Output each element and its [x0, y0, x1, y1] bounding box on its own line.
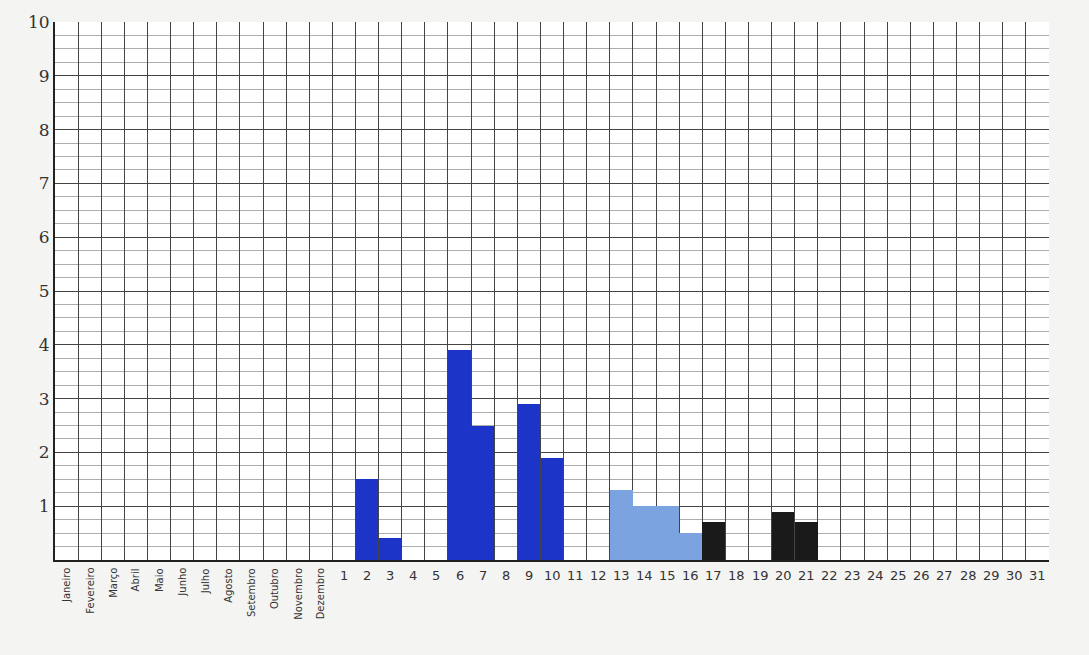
svg-text:Outubro: Outubro: [269, 568, 280, 609]
svg-text:15: 15: [659, 568, 676, 583]
svg-text:11: 11: [567, 568, 584, 583]
svg-text:6: 6: [456, 568, 464, 583]
svg-text:Janeiro: Janeiro: [61, 568, 72, 603]
svg-text:8: 8: [39, 120, 50, 140]
svg-text:5: 5: [39, 281, 50, 301]
svg-text:9: 9: [39, 66, 50, 86]
svg-text:Fevereiro: Fevereiro: [85, 567, 96, 613]
svg-text:26: 26: [913, 568, 930, 583]
svg-text:19: 19: [752, 568, 769, 583]
svg-text:1: 1: [39, 496, 50, 516]
svg-text:1: 1: [340, 568, 348, 583]
svg-text:Março: Março: [108, 568, 119, 598]
svg-text:Maio: Maio: [154, 568, 165, 592]
svg-text:8: 8: [502, 568, 510, 583]
svg-text:14: 14: [636, 568, 653, 583]
svg-text:10: 10: [28, 12, 50, 32]
svg-text:23: 23: [844, 568, 861, 583]
svg-text:22: 22: [821, 568, 838, 583]
svg-text:31: 31: [1029, 568, 1046, 583]
svg-text:5: 5: [432, 568, 440, 583]
svg-text:27: 27: [936, 568, 953, 583]
svg-text:4: 4: [409, 568, 417, 583]
svg-text:29: 29: [983, 568, 1000, 583]
svg-text:Junho: Junho: [177, 568, 188, 597]
svg-text:7: 7: [479, 568, 487, 583]
svg-text:9: 9: [525, 568, 533, 583]
svg-text:Julho: Julho: [200, 569, 211, 595]
svg-text:25: 25: [890, 568, 907, 583]
svg-text:30: 30: [1006, 568, 1023, 583]
svg-text:7: 7: [39, 173, 50, 193]
svg-text:Abril: Abril: [130, 569, 141, 592]
svg-text:Dezembro: Dezembro: [315, 568, 326, 619]
svg-text:3: 3: [39, 389, 50, 409]
svg-text:28: 28: [960, 568, 977, 583]
svg-text:4: 4: [39, 335, 50, 355]
svg-text:3: 3: [386, 568, 394, 583]
svg-text:17: 17: [705, 568, 722, 583]
svg-text:21: 21: [798, 568, 815, 583]
svg-text:Novembro: Novembro: [293, 568, 304, 620]
svg-text:Setembro: Setembro: [246, 568, 257, 617]
svg-text:24: 24: [867, 568, 884, 583]
svg-text:16: 16: [682, 568, 699, 583]
svg-text:10: 10: [544, 568, 561, 583]
svg-text:20: 20: [775, 568, 792, 583]
svg-text:Agosto: Agosto: [223, 568, 234, 603]
svg-text:12: 12: [590, 568, 607, 583]
svg-text:18: 18: [728, 568, 745, 583]
svg-text:2: 2: [39, 442, 50, 462]
svg-text:2: 2: [363, 568, 371, 583]
svg-text:6: 6: [39, 227, 50, 247]
svg-text:13: 13: [613, 568, 630, 583]
